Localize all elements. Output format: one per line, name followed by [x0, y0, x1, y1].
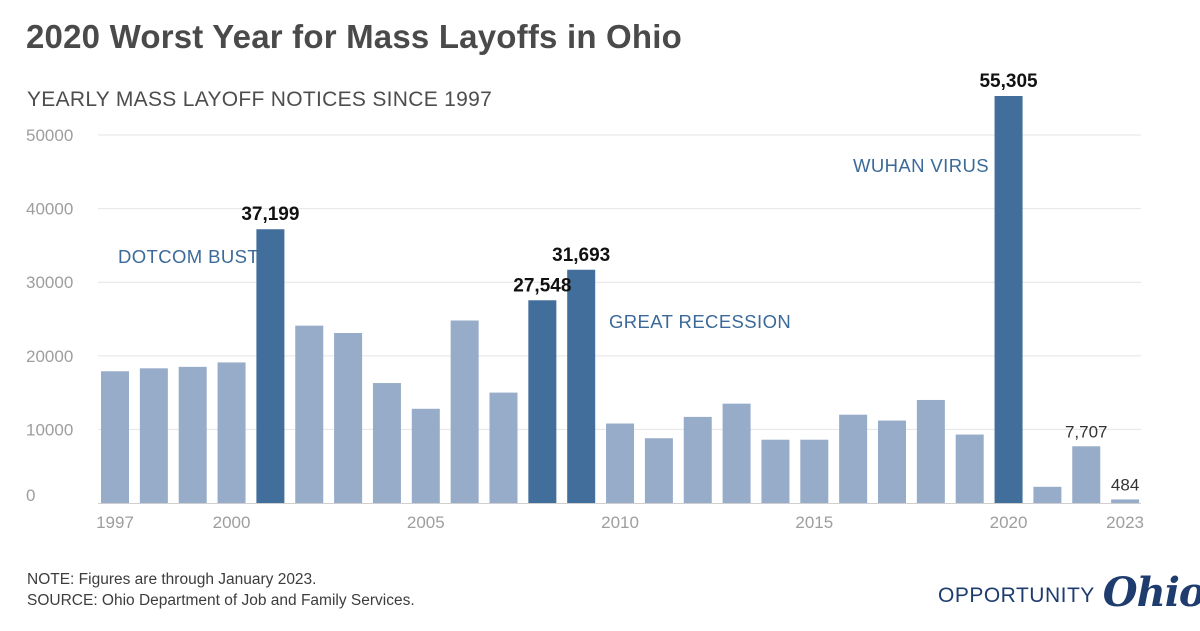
bar-1999	[178, 366, 207, 503]
data-label-2008: 27,548	[513, 275, 571, 296]
bar-2000	[217, 362, 246, 503]
bar-2012	[683, 416, 712, 503]
bar-2002	[295, 325, 324, 503]
bar-2020	[994, 96, 1023, 503]
bar-2007	[489, 392, 518, 503]
bar-2015	[800, 439, 829, 503]
annotation-label: DOTCOM BUST	[118, 246, 259, 267]
bar-2021	[1033, 486, 1062, 503]
bar-2005	[411, 408, 440, 503]
y-tick-label: 50000	[26, 126, 73, 145]
bar-2011	[644, 438, 673, 503]
chart-subtitle: YEARLY MASS LAYOFF NOTICES SINCE 1997	[27, 88, 493, 111]
bar-2023	[1111, 499, 1140, 503]
x-tick-label: 2015	[795, 513, 833, 532]
note-text: NOTE: Figures are through January 2023.	[27, 571, 317, 588]
logo-script: Ohio	[1102, 569, 1200, 616]
bar-2017	[878, 420, 906, 503]
annotation-label: GREAT RECESSION	[609, 311, 791, 332]
data-label-2009: 31,693	[552, 245, 610, 266]
footnotes: NOTE: Figures are through January 2023. …	[27, 569, 415, 611]
bar-2009	[567, 269, 596, 503]
source-text: SOURCE: Ohio Department of Job and Famil…	[27, 592, 415, 609]
bar-2008	[528, 300, 557, 503]
bar-2006	[450, 320, 479, 503]
x-tick-label: 2005	[407, 513, 445, 532]
data-label-2001: 37,199	[241, 204, 299, 225]
data-label-2023: 484	[1111, 475, 1139, 494]
bar-1998	[139, 368, 168, 503]
logo-wordmark: OPPORTUNITY	[938, 584, 1095, 607]
bar-2018	[916, 399, 945, 503]
data-label-2020: 55,305	[979, 71, 1038, 92]
y-tick-label: 0	[26, 486, 35, 505]
opportunity-ohio-logo: OPPORTUNITY Ohio	[938, 565, 1200, 616]
x-tick-label: 2023	[1106, 513, 1144, 532]
bar-2019	[955, 434, 984, 503]
x-tick-label: 2010	[601, 513, 639, 532]
bar-2022	[1072, 446, 1101, 503]
y-tick-label: 20000	[26, 347, 73, 366]
bar-2013	[722, 403, 751, 503]
bar-2003	[334, 333, 363, 503]
x-tick-label: 1997	[96, 513, 134, 532]
bar-2014	[761, 439, 790, 503]
bar-2004	[372, 383, 401, 503]
bar-chart: 0 10000 20000 30000 40000 50000 1997 2000 2005 20…	[26, 71, 1144, 532]
data-label-2022: 7,707	[1065, 422, 1108, 441]
bar-1997	[101, 371, 129, 503]
annotation-label: WUHAN VIRUS	[853, 155, 989, 176]
y-tick-label: 30000	[26, 273, 73, 292]
x-tick-label: 2000	[213, 513, 251, 532]
y-tick-label: 10000	[26, 420, 73, 439]
bar-2010	[606, 423, 635, 503]
bar-2016	[839, 414, 868, 503]
chart-title: 2020 Worst Year for Mass Layoffs in Ohio	[26, 18, 682, 55]
y-tick-label: 40000	[26, 200, 73, 219]
x-tick-label: 2020	[990, 513, 1028, 532]
bar-2001	[256, 229, 285, 504]
